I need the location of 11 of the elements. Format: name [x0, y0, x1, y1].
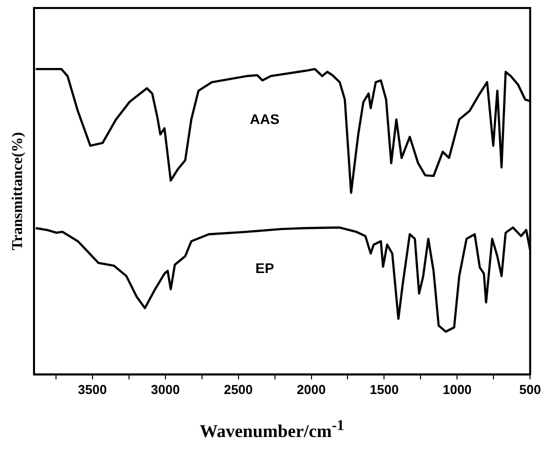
x-tick-label: 1000: [442, 382, 472, 397]
x-tick-label: 2500: [224, 382, 253, 397]
x-tick-label: 500: [519, 382, 542, 397]
x-tick-label: 2000: [296, 382, 326, 397]
text: EP: [255, 260, 274, 276]
y-axis-title: Transmittance(%): [10, 132, 26, 250]
x-tick-label: 3000: [150, 382, 180, 397]
x-axis-title: Wavenumber/cm$^{-1}$: [198, 418, 346, 442]
x-tick-label: 3500: [78, 382, 107, 397]
text: AAS: [250, 111, 280, 128]
x-tick-label: 1500: [370, 382, 399, 397]
